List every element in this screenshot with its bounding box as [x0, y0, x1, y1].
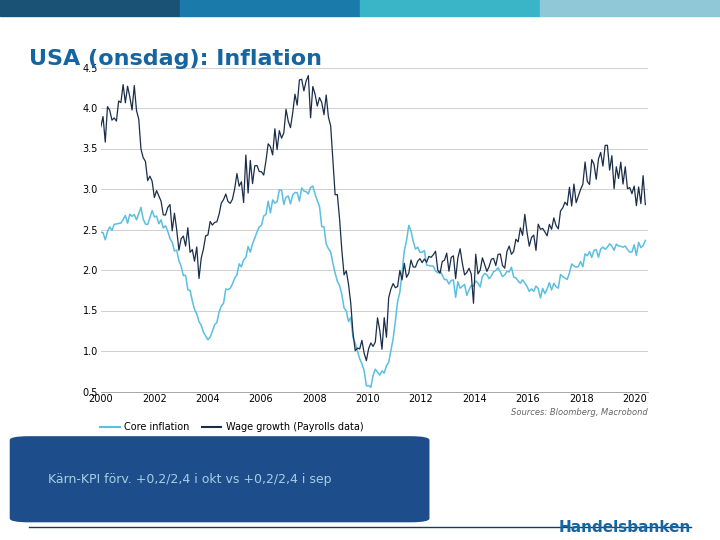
Wage growth (Payrolls data) [362, 357, 371, 364]
Wage growth (Payrolls data) [371, 339, 379, 345]
Core inflation [366, 384, 375, 390]
Core inflation [261, 211, 270, 218]
Core inflation [286, 200, 294, 207]
Text: USA (onsdag): Inflation: USA (onsdag): Inflation [29, 49, 322, 69]
Core inflation [641, 237, 649, 244]
Wage growth (Payrolls data) [170, 210, 179, 217]
Text: Sources: Bloomberg, Macrobond: Sources: Bloomberg, Macrobond [511, 408, 648, 417]
Core inflation [170, 248, 179, 254]
Wage growth (Payrolls data) [96, 124, 105, 130]
Core inflation [308, 183, 317, 190]
Legend: Core inflation, Wage growth (Payrolls data): Core inflation, Wage growth (Payrolls da… [100, 422, 364, 433]
Wage growth (Payrolls data) [358, 337, 366, 343]
Core inflation [358, 361, 366, 367]
Wage growth (Payrolls data) [304, 72, 312, 79]
Text: Handelsbanken: Handelsbanken [559, 519, 691, 535]
FancyBboxPatch shape [9, 436, 430, 522]
Wage growth (Payrolls data) [286, 124, 294, 131]
Core inflation [137, 204, 145, 211]
Wage growth (Payrolls data) [261, 158, 270, 164]
Line: Wage growth (Payrolls data): Wage growth (Payrolls data) [101, 76, 645, 361]
Text: Kärn-KPI förv. +0,2/2,4 i okt vs +0,2/2,4 i sep: Kärn-KPI förv. +0,2/2,4 i okt vs +0,2/2,… [48, 472, 331, 486]
Core inflation [96, 229, 105, 235]
Wage growth (Payrolls data) [641, 201, 649, 208]
Wage growth (Payrolls data) [137, 146, 145, 152]
Line: Core inflation: Core inflation [101, 186, 645, 387]
Core inflation [371, 366, 379, 373]
